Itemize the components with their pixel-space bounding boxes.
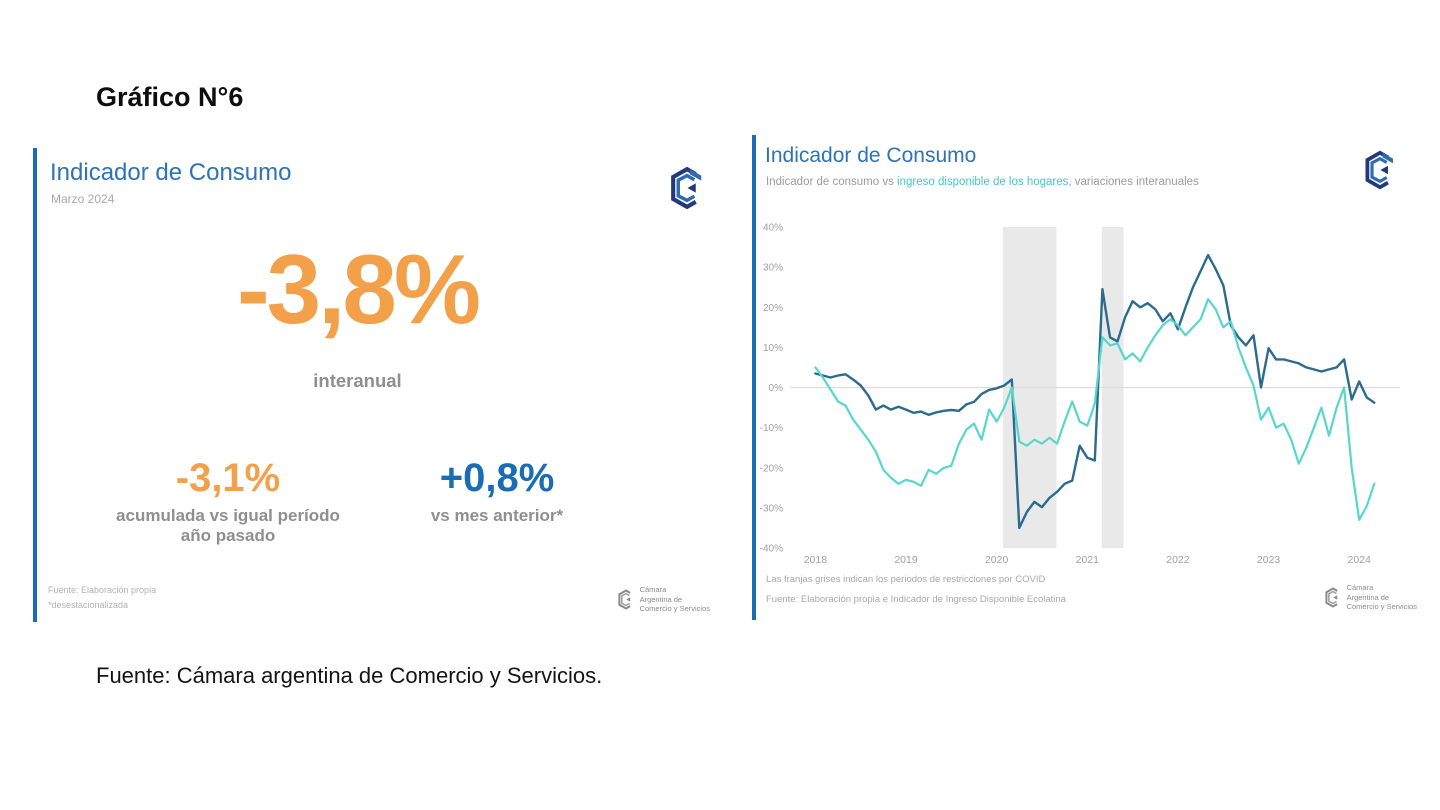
subtitle-highlight: ingreso disponible de los hogares: [897, 176, 1069, 188]
chart-panel-title: Indicador de Consumo: [765, 144, 977, 167]
y-tick-label: 20%: [763, 303, 783, 314]
x-tick-label: 2021: [1076, 554, 1100, 566]
cac-footer-logo: Cámara Argentina de Comercio y Servicios: [615, 585, 710, 614]
panel-consumo-kpi: Indicador de Consumo Marzo 2024 -3,8% in…: [33, 148, 718, 622]
kpi-main-value: -3,8%: [236, 234, 481, 344]
cac-footer-logo: Cámara Argentina de Comercio y Servicios: [1322, 583, 1417, 612]
cac-footer-logo-text: Cámara Argentina de Comercio y Servicios: [639, 584, 710, 614]
x-tick-label: 2019: [894, 554, 918, 566]
chart-panel-subtitle: Indicador de consumo vs ingreso disponib…: [766, 176, 1199, 188]
series-line-indicador-de-consumo: [814, 253, 1376, 530]
kpi-main-label: interanual: [313, 370, 402, 391]
kpi-accumulated: -3,1% acumulada vs igual período año pas…: [108, 458, 348, 547]
page-title: Gráfico N°6: [96, 82, 244, 112]
cac-footer-logo-text: Cámara Argentina de Comercio y Servicios: [1346, 582, 1417, 612]
x-tick-label: 2024: [1348, 554, 1372, 566]
chart-footnote-source: Fuente: Elaboración propia e Indicador d…: [766, 594, 1066, 605]
kpi-footnote-note: *desestacionalizada: [48, 599, 129, 610]
cac-hexagon-logo-icon: [664, 162, 710, 214]
kpi-monthly: +0,8% vs mes anterior*: [377, 458, 617, 526]
series-line-ingreso-disponible: [814, 298, 1376, 521]
kpi-panel-period: Marzo 2024: [51, 192, 115, 206]
cac-hexagon-logo-small-icon: [617, 589, 631, 610]
slide-caption: Fuente: Cámara argentina de Comercio y S…: [96, 663, 603, 688]
kpi-monthly-value: +0,8%: [439, 456, 555, 500]
y-tick-label: -30%: [760, 503, 783, 514]
x-tick-label: 2018: [804, 554, 828, 566]
cac-hexagon-logo-icon: [1359, 146, 1401, 194]
cac-hexagon-logo-small-icon: [1324, 587, 1338, 608]
y-tick-label: 10%: [763, 343, 783, 354]
y-tick-label: -20%: [760, 463, 783, 474]
consumption-line-chart: 40% 30% 20% 10% 0% -10% -20% -30% -40% 2018 2019 20…: [760, 223, 1400, 566]
y-tick-label: 40%: [763, 223, 783, 234]
x-tick-label: 2023: [1257, 554, 1281, 566]
panel-consumo-chart: Indicador de Consumo Indicador de consum…: [752, 135, 1425, 620]
kpi-monthly-label: vs mes anterior*: [430, 506, 564, 525]
y-tick-label: 0%: [769, 383, 784, 394]
y-tick-label: 30%: [763, 263, 783, 274]
kpi-accumulated-label: acumulada vs igual período año pasado: [116, 506, 340, 546]
kpi-panel-title: Indicador de Consumo: [50, 159, 292, 186]
x-tick-label: 2022: [1166, 554, 1190, 566]
kpi-accumulated-value: -3,1%: [175, 456, 281, 500]
panel-accent-bar: [752, 135, 756, 620]
x-tick-label: 2020: [985, 554, 1009, 566]
y-tick-label: -10%: [760, 423, 783, 434]
y-tick-label: -40%: [760, 544, 783, 555]
chart-footnote-bands: Las franjas grises indican los periodos …: [766, 574, 1046, 585]
kpi-footnote: Fuente: Elaboración propia *desestaciona…: [48, 583, 156, 612]
kpi-footnote-source: Fuente: Elaboración propia: [48, 585, 157, 596]
panel-accent-bar: [33, 148, 37, 622]
